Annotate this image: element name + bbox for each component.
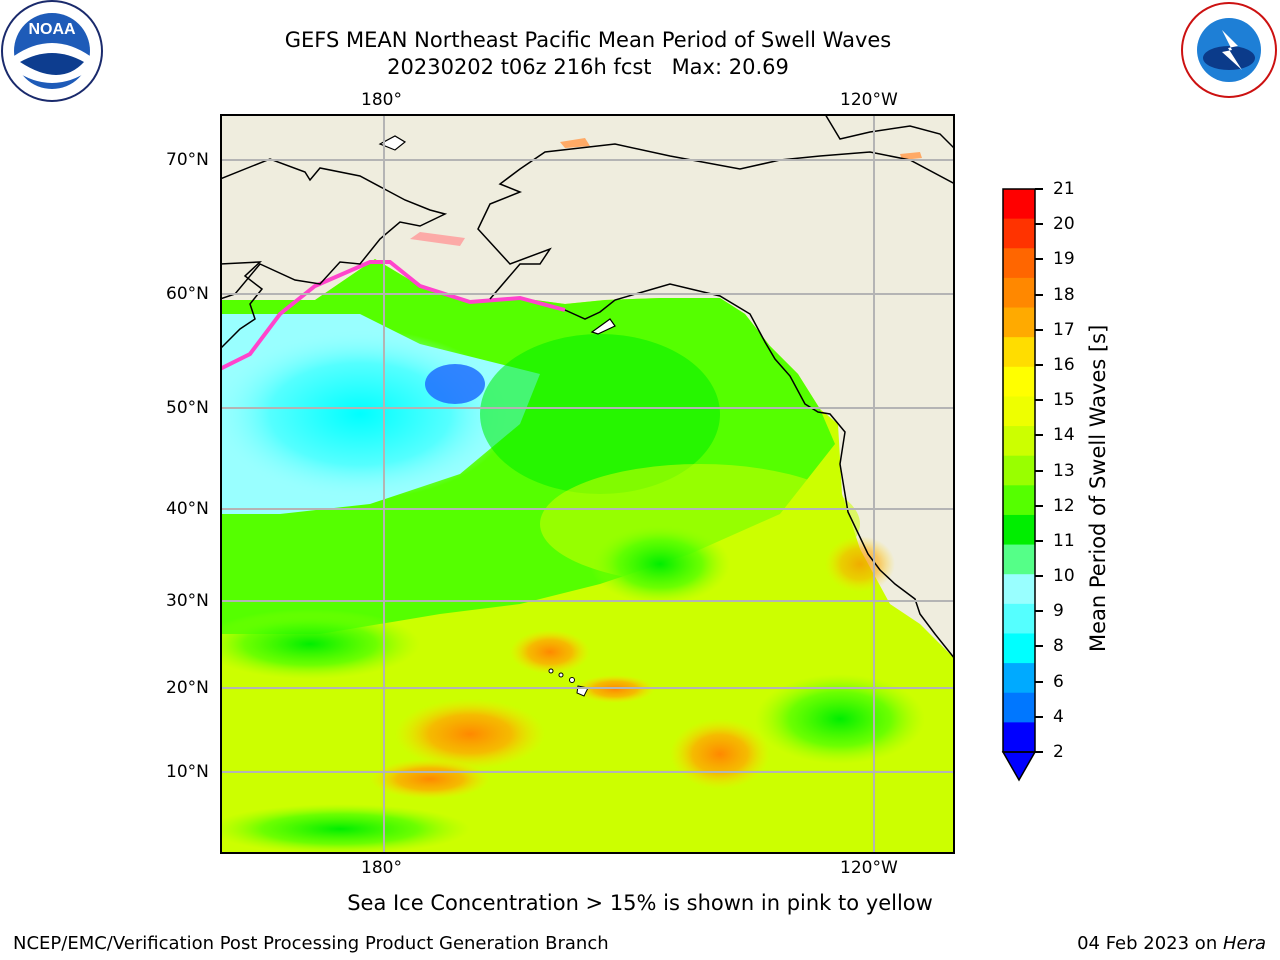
lat-label-50n: 50°N <box>166 398 209 418</box>
lat-label-70n: 70°N <box>166 150 209 170</box>
map-title: GEFS MEAN Northeast Pacific Mean Period … <box>284 28 892 52</box>
colorbar-tick-mark <box>1035 328 1043 331</box>
colorbar-tick-mark <box>1035 363 1043 366</box>
host-label: Hera <box>1222 933 1266 954</box>
colorbar-tick-mark <box>1035 188 1043 190</box>
colorbar-segment <box>1003 544 1035 575</box>
colorbar-tick-label: 17 <box>1053 319 1075 340</box>
colorbar-segments <box>1003 189 1035 753</box>
colorbar-tick-label: 2 <box>1053 742 1064 762</box>
colorbar-segment <box>1003 396 1035 427</box>
credit-text: NCEP/EMC/Verification Post Processing Pr… <box>13 933 609 954</box>
colorbar-tick-mark <box>1035 680 1043 683</box>
date-text: 04 Feb 2023 on Hera <box>1077 933 1266 955</box>
colorbar-segment <box>1003 455 1035 486</box>
colorbar-tick-label: 14 <box>1053 425 1075 446</box>
colorbar-segment <box>1003 633 1035 664</box>
colorbar-segment <box>1003 722 1035 753</box>
lat-label-40n: 40°N <box>166 499 209 519</box>
colorbar-tick-mark <box>1035 469 1043 472</box>
lat-label-10n: 10°N <box>166 762 209 782</box>
lat-label-20n: 20°N <box>166 678 209 698</box>
colorbar-segment <box>1003 337 1035 368</box>
colorbar-tick-mark <box>1035 575 1043 578</box>
colorbar-segment <box>1003 426 1035 457</box>
colorbar-title: Mean Period of Swell Waves [s] <box>1086 324 1110 652</box>
colorbar-tick-label: 18 <box>1053 284 1075 305</box>
lat-label-60n: 60°N <box>166 284 209 304</box>
colorbar-tick-label: 4 <box>1053 706 1064 727</box>
noaa-logo-text: NOAA <box>28 21 76 38</box>
graticule <box>220 114 955 854</box>
map-plot <box>220 114 955 854</box>
colorbar-extend-arrow <box>1001 751 1037 782</box>
lon-label-bottom-180: 180° <box>361 858 402 878</box>
colorbar-tick-label: 12 <box>1053 495 1075 516</box>
colorbar-tick-mark <box>1035 610 1043 613</box>
colorbar-tick-label: 9 <box>1053 601 1064 622</box>
colorbar-tick-label: 10 <box>1053 566 1075 587</box>
colorbar-tick-mark <box>1035 399 1043 402</box>
colorbar-tick-label: 21 <box>1053 179 1075 199</box>
nws-logo <box>1181 2 1277 98</box>
colorbar-tick-mark <box>1035 715 1043 718</box>
colorbar-segment <box>1003 514 1035 546</box>
sea-ice-note: Sea Ice Concentration > 15% is shown in … <box>347 891 933 915</box>
colorbar-tick-label: 6 <box>1053 671 1064 692</box>
noaa-logo: NOAA <box>1 0 103 102</box>
colorbar-tick-label: 16 <box>1053 354 1075 375</box>
map-subtitle: 20230202 t06z 216h fcst Max: 20.69 <box>387 55 789 79</box>
colorbar-segment <box>1003 574 1035 605</box>
colorbar-segment <box>1003 277 1035 309</box>
colorbar-tick-label: 15 <box>1053 390 1075 411</box>
colorbar-tick-label: 20 <box>1053 214 1075 235</box>
map-frame <box>220 114 955 854</box>
colorbar-segment <box>1003 366 1035 397</box>
colorbar-segment <box>1003 307 1035 338</box>
colorbar-segment <box>1003 485 1035 516</box>
colorbar <box>1001 188 1037 782</box>
colorbar-tick-label: 19 <box>1053 249 1075 270</box>
lon-label-top-180: 180° <box>361 90 402 110</box>
colorbar-tick-mark <box>1035 258 1043 261</box>
colorbar-segment <box>1003 189 1035 220</box>
date-label: 04 Feb 2023 on <box>1077 933 1223 954</box>
lon-label-top-120w: 120°W <box>840 90 898 110</box>
colorbar-tick-mark <box>1035 751 1043 753</box>
colorbar-tick-mark <box>1035 293 1043 296</box>
colorbar-segment <box>1003 248 1035 279</box>
colorbar-tick-label: 8 <box>1053 636 1064 657</box>
colorbar-tick-label: 11 <box>1053 530 1075 551</box>
colorbar-segment <box>1003 663 1035 694</box>
lat-label-30n: 30°N <box>166 591 209 611</box>
lon-label-bottom-120w: 120°W <box>840 858 898 878</box>
colorbar-tick-mark <box>1035 223 1043 226</box>
colorbar-segment <box>1003 692 1035 723</box>
colorbar-tick-mark <box>1035 434 1043 437</box>
colorbar-segment <box>1003 603 1035 634</box>
colorbar-tick-mark <box>1035 539 1043 542</box>
colorbar-tick-label: 13 <box>1053 460 1075 481</box>
colorbar-tick-mark <box>1035 504 1043 507</box>
colorbar-tick-mark <box>1035 645 1043 648</box>
colorbar-segment <box>1003 218 1035 249</box>
